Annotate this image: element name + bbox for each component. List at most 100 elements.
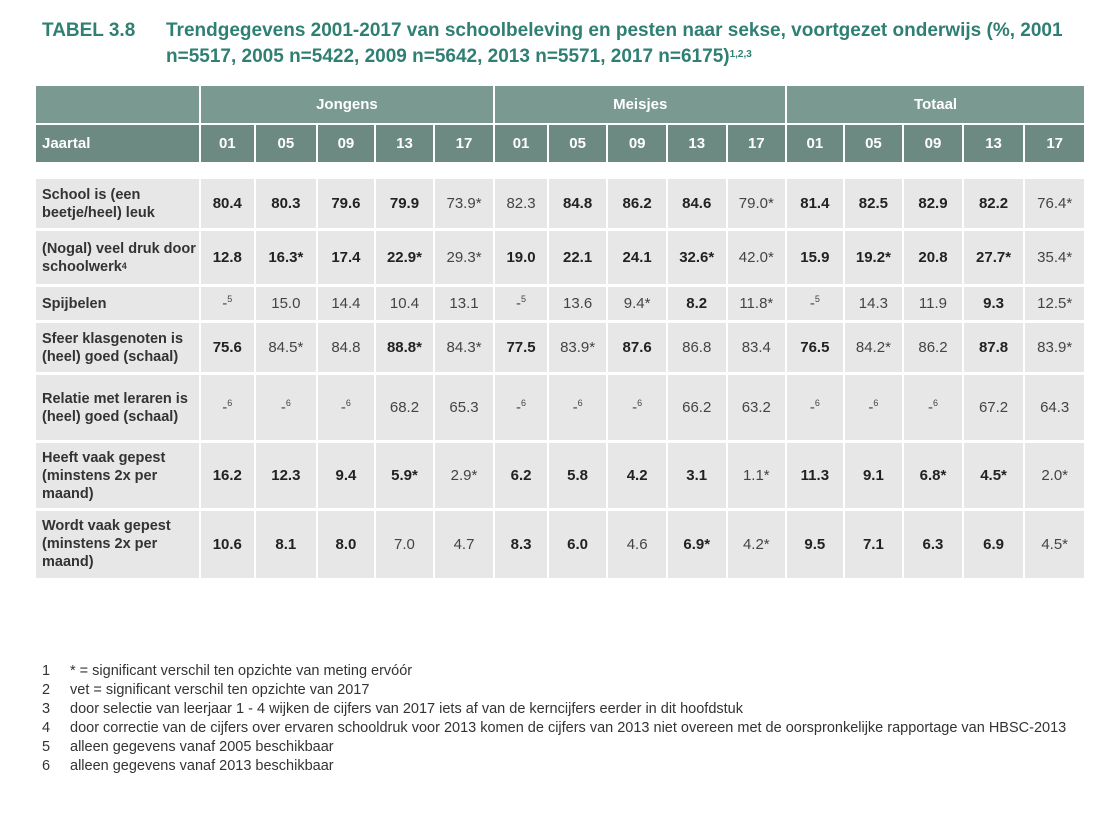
table-cell: 4.2*: [725, 508, 787, 578]
cell-value: 8.2: [686, 295, 708, 312]
footnote-item: 2 vet = significant verschil ten opzichte…: [42, 681, 1102, 700]
cell-value: 88.8*: [386, 339, 422, 356]
cell-value: 16.2: [212, 467, 242, 484]
cell-value: 27.7*: [976, 249, 1012, 266]
cell-value: -: [516, 295, 522, 312]
cell-value: 4.5*: [980, 467, 1007, 484]
row-label-text: Heeft vaak gepest (minstens 2x per maand…: [42, 449, 166, 502]
footnotes: 1 * = significant verschil ten opzichte v…: [42, 662, 1102, 776]
table-cell: -6: [493, 372, 548, 442]
table-cell: 75.6: [198, 320, 256, 374]
table-cell: 1.1*: [725, 440, 787, 510]
footnote-item: 1 * = significant verschil ten opzichte v…: [42, 662, 1102, 681]
cell-footnote: 5: [814, 294, 820, 304]
cell-value: 64.3: [1040, 399, 1070, 416]
table-cell: 66.2: [665, 372, 727, 442]
table-cell: 80.4: [198, 176, 256, 230]
cell-value: 2.0*: [1041, 467, 1069, 484]
cell-value: 84.8: [562, 195, 593, 212]
table-cell: 86.2: [606, 176, 667, 230]
table-cell: 9.3: [961, 284, 1025, 322]
table-cell: 14.4: [315, 284, 376, 322]
cell-value: 11.8*: [739, 295, 774, 312]
footnote-text: * = significant verschil ten opzichte va…: [70, 663, 413, 679]
table-cell: 16.2: [198, 440, 256, 510]
cell-value: 22.9*: [386, 249, 422, 266]
table-cell: 8.2: [665, 284, 727, 322]
cell-value: 82.3: [506, 195, 536, 212]
table-cell: 8.0: [315, 508, 376, 578]
row-label-text: Spijbelen: [42, 295, 107, 312]
table-cell: -6: [902, 372, 963, 442]
cell-value: 66.2: [682, 399, 712, 416]
cell-value: 32.6*: [679, 249, 715, 266]
cell-value: 79.9: [389, 195, 420, 212]
table-cell: 82.9: [902, 176, 963, 230]
footnote-text: door correctie van de cijfers over ervar…: [70, 720, 1067, 736]
year-header-cell: 09: [902, 123, 963, 162]
footnote-text: vet = significant verschil ten opzichte …: [70, 682, 370, 698]
cell-value: 15.0: [271, 295, 301, 312]
cell-value: 10.4: [389, 295, 420, 312]
table-cell: 11.8*: [725, 284, 787, 322]
table-cell: 83.9*: [1023, 320, 1084, 374]
table-cell: 77.5: [493, 320, 548, 374]
cell-value: 16.3*: [268, 249, 304, 266]
table-cell: 6.8*: [902, 440, 963, 510]
table-cell: 15.9: [785, 228, 844, 286]
cell-value: 42.0*: [738, 249, 774, 266]
cell-value: 4.6: [626, 535, 648, 553]
cell-value: -: [572, 399, 578, 416]
cell-value: -: [868, 399, 874, 416]
table-cell: 12.3: [254, 440, 317, 510]
cell-value: -: [280, 399, 286, 416]
cell-value: 76.4*: [1037, 195, 1073, 212]
footnote-number: 5: [42, 739, 51, 755]
footnote-number: 3: [42, 701, 51, 717]
table-cell: 6.2: [493, 440, 548, 510]
table-cell: 88.8*: [374, 320, 434, 374]
row-label-text: School is (een beetje/heel) leuk: [42, 186, 155, 221]
cell-value: 2.9*: [450, 467, 478, 484]
cell-value: 63.2: [741, 399, 771, 416]
table-row: Heeft vaak gepest (minstens 2x per maand…: [36, 440, 1084, 510]
year-header-label: Jaartal: [36, 123, 200, 162]
table-cell: -5: [198, 284, 256, 322]
year-header-cell: 01: [785, 123, 844, 162]
cell-value: 77.5: [506, 339, 536, 356]
table-cell: 79.0*: [725, 176, 787, 230]
table-cell: 83.9*: [546, 320, 608, 374]
cell-value: 19.2*: [855, 249, 891, 266]
cell-value: 12.3: [271, 467, 301, 484]
footnote-number: 4: [42, 720, 51, 736]
data-table: Jongens Meisjes Totaal Jaartal 01 05 09 13 1…: [36, 86, 1084, 578]
cell-value: -: [809, 295, 815, 312]
table-cell: 6.9: [961, 508, 1025, 578]
table-caption: Trendgegevens 2001-2017 van schoolbelevi…: [166, 18, 1106, 70]
row-label: Wordt vaak gepest (minstens 2x per maand…: [36, 508, 200, 578]
cell-value: 9.4*: [623, 295, 651, 312]
group-header-totaal: Totaal: [785, 86, 1084, 124]
cell-value: 65.3: [449, 399, 479, 416]
cell-value: 79.6: [331, 195, 361, 212]
cell-value: 5.9*: [391, 467, 418, 484]
cell-value: 84.3*: [446, 339, 482, 356]
row-label-text: Sfeer klasgenoten is (heel) goed (schaal…: [42, 330, 184, 365]
cell-value: 4.5*: [1041, 535, 1069, 553]
year-header-cell: 13: [374, 123, 434, 162]
cell-value: 17.4: [331, 249, 361, 266]
cell-value: 9.3: [983, 295, 1004, 312]
year-header-cell: 09: [606, 123, 667, 162]
footnote-number: 1: [42, 663, 51, 679]
table-cell: 86.2: [902, 320, 963, 374]
table-cell: 7.0: [374, 508, 434, 578]
table-cell: 82.2: [961, 176, 1025, 230]
cell-value: 83.4: [741, 339, 771, 356]
cell-value: 87.8: [978, 339, 1009, 356]
table-cell: 12.8: [198, 228, 256, 286]
cell-value: 4.2*: [742, 535, 770, 553]
cell-value: 82.2: [978, 195, 1009, 212]
table-cell: -6: [254, 372, 317, 442]
table-cell: 68.2: [374, 372, 434, 442]
year-header-cell: 01: [198, 123, 256, 162]
